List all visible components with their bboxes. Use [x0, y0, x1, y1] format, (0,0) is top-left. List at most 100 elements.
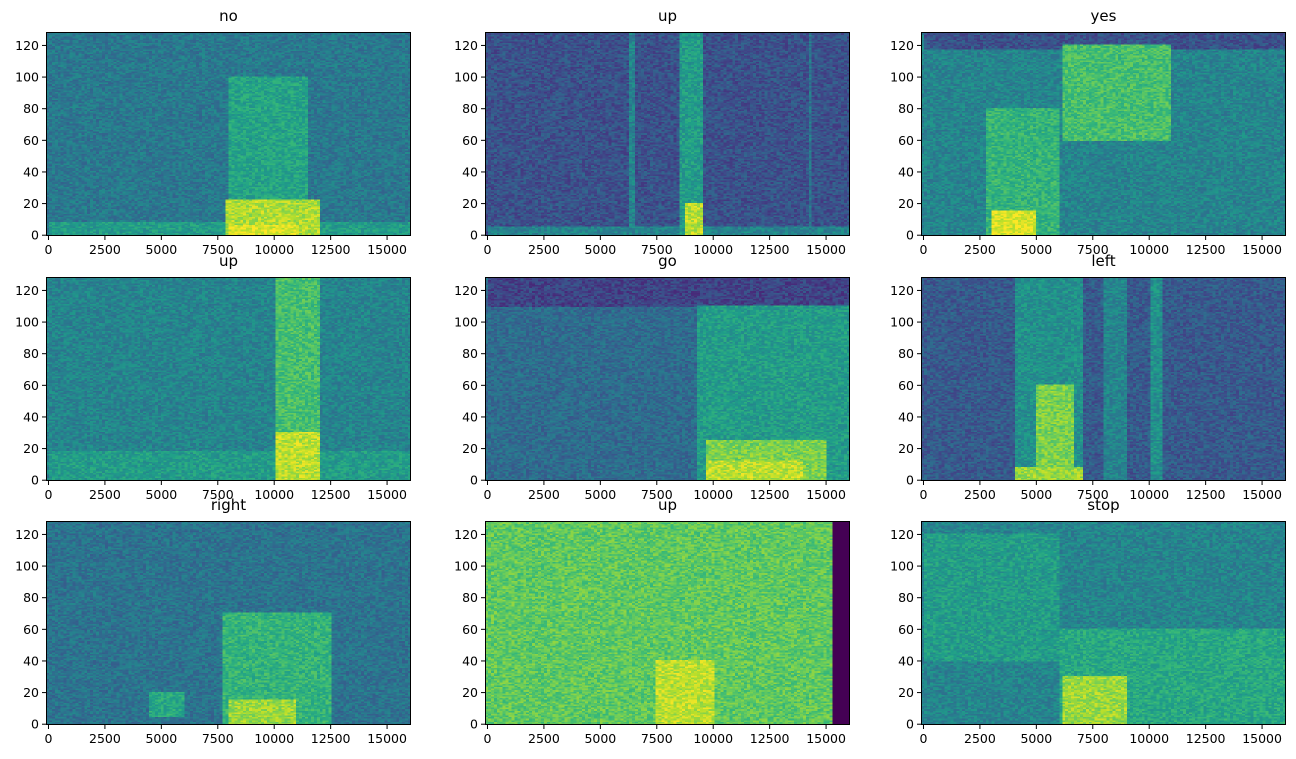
x-tick-label: 0 [45, 487, 53, 502]
x-tick-label: 10000 [693, 242, 733, 257]
y-tick-label: 60 [23, 622, 39, 637]
heatmap-image [485, 521, 850, 725]
y-tick-label: 120 [454, 283, 478, 298]
x-tick-label: 12500 [750, 487, 790, 502]
axes: 0 2500 5000 7500 10000 12500 15000 0 20 40 60 80 100… [454, 283, 846, 502]
x-tick-label: 0 [45, 242, 53, 257]
x-tick-label: 7500 [1077, 242, 1109, 257]
x-tick-label: 10000 [1129, 242, 1169, 257]
x-tick-label: 2500 [89, 487, 121, 502]
x-tick-label: 10000 [254, 487, 294, 502]
x-tick-label: 7500 [1077, 487, 1109, 502]
x-tick-label: 2500 [964, 487, 996, 502]
spectrogram-panel: left 0 2500 5000 7500 10000 12500 15000 0 20 40 60 8… [890, 252, 1286, 502]
y-tick-label: 20 [898, 685, 914, 700]
heatmap-image [921, 277, 1286, 481]
spectrogram-panel: stop 0 2500 5000 7500 10000 12500 15000 0 20 40 60 8… [890, 496, 1286, 746]
x-tick-label: 12500 [1186, 731, 1226, 746]
axes: 0 2500 5000 7500 10000 12500 15000 0 20 40 60 80 100… [890, 38, 1282, 257]
y-tick-label: 100 [890, 559, 914, 574]
x-tick-label: 2500 [528, 731, 560, 746]
x-tick-label: 15000 [367, 242, 407, 257]
x-tick-label: 15000 [1242, 731, 1282, 746]
x-tick-label: 5000 [145, 487, 177, 502]
y-tick-label: 0 [31, 228, 39, 243]
y-tick-label: 40 [23, 164, 39, 179]
y-tick-label: 60 [462, 378, 478, 393]
x-tick-label: 12500 [1186, 242, 1226, 257]
y-tick-label: 40 [898, 653, 914, 668]
y-tick-label: 80 [462, 590, 478, 605]
y-tick-label: 80 [462, 101, 478, 116]
y-tick-label: 40 [898, 409, 914, 424]
panel-title: up [218, 252, 239, 270]
axes-frame [921, 32, 1286, 236]
x-tick-label: 10000 [693, 487, 733, 502]
heatmap-image [485, 32, 850, 236]
x-tick-label: 10000 [693, 731, 733, 746]
axes-frame [921, 521, 1286, 725]
y-tick-label: 120 [15, 283, 39, 298]
x-tick-label: 2500 [89, 731, 121, 746]
x-tick-label: 5000 [1020, 731, 1052, 746]
x-tick-label: 5000 [584, 487, 616, 502]
x-tick-label: 5000 [1020, 242, 1052, 257]
axes-frame [485, 521, 850, 725]
y-tick-label: 60 [23, 133, 39, 148]
y-tick-label: 0 [470, 228, 478, 243]
x-tick-label: 5000 [584, 731, 616, 746]
y-tick-label: 40 [462, 164, 478, 179]
y-tick-label: 80 [23, 590, 39, 605]
y-tick-label: 80 [23, 101, 39, 116]
y-tick-label: 40 [23, 409, 39, 424]
y-tick-label: 100 [890, 315, 914, 330]
axes-frame [46, 32, 411, 236]
y-tick-label: 100 [454, 70, 478, 85]
x-tick-label: 2500 [528, 487, 560, 502]
axes-frame [921, 277, 1286, 481]
x-tick-label: 0 [920, 731, 928, 746]
x-tick-label: 0 [920, 487, 928, 502]
heatmap-image [46, 32, 411, 236]
y-tick-label: 0 [31, 473, 39, 488]
spectrogram-panel: go 0 2500 5000 7500 10000 12500 15000 0 20 40 60 80 1… [454, 252, 850, 502]
x-tick-label: 12500 [311, 242, 351, 257]
axes-frame [485, 277, 850, 481]
y-tick-label: 20 [462, 196, 478, 211]
y-tick-label: 80 [23, 346, 39, 361]
y-tick-label: 20 [462, 441, 478, 456]
x-tick-label: 12500 [1186, 487, 1226, 502]
heatmap-image [921, 521, 1286, 725]
y-tick-label: 120 [15, 38, 39, 53]
y-tick-label: 120 [890, 527, 914, 542]
y-tick-label: 100 [890, 70, 914, 85]
panel-title: left [1091, 252, 1116, 270]
x-tick-label: 12500 [311, 487, 351, 502]
y-tick-label: 20 [898, 196, 914, 211]
heatmap-image [46, 277, 411, 481]
axes-frame [46, 521, 411, 725]
x-tick-label: 5000 [584, 242, 616, 257]
heatmap-image [921, 32, 1286, 236]
x-tick-label: 0 [484, 242, 492, 257]
x-tick-label: 0 [45, 731, 53, 746]
x-tick-label: 0 [484, 487, 492, 502]
y-tick-label: 0 [470, 717, 478, 732]
axes: 0 2500 5000 7500 10000 12500 15000 0 20 40 60 80 100… [15, 38, 407, 257]
y-tick-label: 100 [454, 559, 478, 574]
axes: 0 2500 5000 7500 10000 12500 15000 0 20 40 60 80 100… [454, 527, 846, 746]
x-tick-label: 15000 [806, 731, 846, 746]
panel-title: no [219, 7, 238, 25]
spectrogram-panel: up 0 2500 5000 7500 10000 12500 15000 0 20 40 60 80 1… [15, 252, 411, 502]
x-tick-label: 2500 [528, 242, 560, 257]
axes: 0 2500 5000 7500 10000 12500 15000 0 20 40 60 80 100… [890, 527, 1282, 746]
panel-title: yes [1090, 7, 1117, 25]
panel-title: right [210, 496, 247, 514]
x-tick-label: 12500 [311, 731, 351, 746]
x-tick-label: 2500 [89, 242, 121, 257]
y-tick-label: 100 [15, 315, 39, 330]
y-tick-label: 60 [898, 622, 914, 637]
y-tick-label: 120 [890, 38, 914, 53]
x-tick-label: 15000 [806, 242, 846, 257]
spectrogram-panel: up 0 2500 5000 7500 10000 12500 15000 0 20 40 60 80 1… [454, 496, 850, 746]
